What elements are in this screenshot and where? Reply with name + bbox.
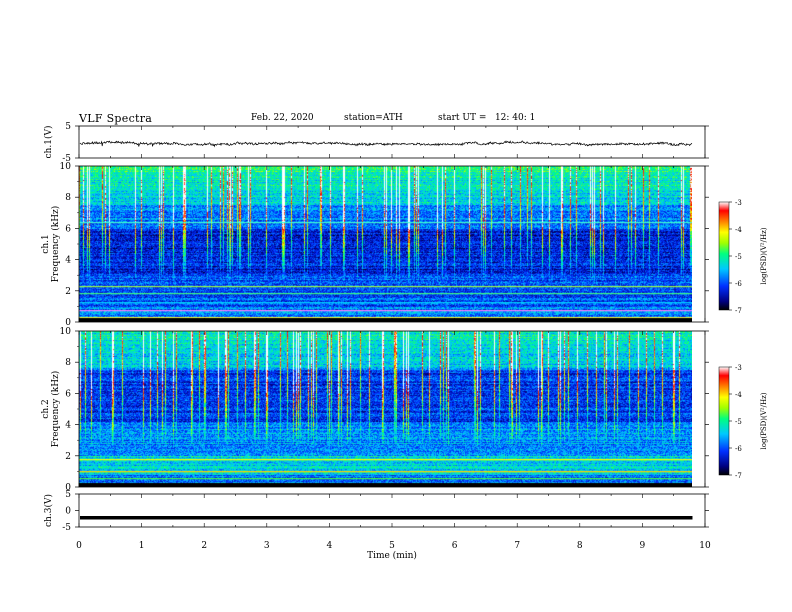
x-tick-label: 9: [640, 541, 646, 551]
y-tick-label-s2: 2: [65, 452, 71, 462]
ylabel-s2: Frequency (kHz): [50, 371, 61, 448]
colorbar-tick-label: -3: [735, 364, 742, 372]
x-tick-label: 0: [76, 541, 82, 551]
y-tick-label-s1: 2: [65, 287, 71, 297]
ch1-waveform-trace: [79, 140, 693, 148]
colorbar-tick-label: -5: [735, 418, 742, 426]
x-tick-label: 5: [389, 541, 395, 551]
channel-label-s1: ch.1: [41, 234, 51, 253]
x-tick-label: 2: [201, 541, 207, 551]
x-tick-label: 7: [514, 541, 520, 551]
x-tick-label: 6: [452, 541, 458, 551]
y-tick-label-s2: 6: [65, 389, 71, 399]
y-tick-label-s1: 0: [65, 318, 71, 328]
x-tick-label: 10: [699, 541, 711, 551]
colorbar-tick-label: -5: [735, 253, 742, 261]
panel-frame-w3: [78, 493, 706, 528]
y-tick-label-w1: 5: [65, 122, 71, 132]
x-tick-label: 4: [327, 541, 333, 551]
panel-frame-w1: [78, 125, 706, 159]
colorbar-tick-label: -4: [735, 226, 742, 234]
y-tick-label-s1: 4: [65, 256, 71, 266]
y-tick-label-s1: 6: [65, 224, 71, 234]
colorbar-tick-label: -3: [735, 199, 742, 207]
y-tick-label-s2: 8: [65, 358, 71, 368]
y-tick-label-s2: 10: [60, 327, 72, 337]
x-axis-label: Time (min): [367, 550, 417, 561]
x-tick-label: 8: [577, 541, 583, 551]
start-ut-label: start UT = 12: 40: 1: [438, 113, 536, 123]
date-label: Feb. 22, 2020: [251, 113, 314, 123]
colorbar-tick-label: -6: [735, 280, 742, 288]
spectrogram-ch1: [79, 166, 692, 322]
colorbar-tick-label: -7: [735, 307, 742, 315]
colorbar-tick-label: -4: [735, 391, 742, 399]
ylabel-w3: ch.3(V): [43, 494, 54, 527]
y-tick-label-w3: 0: [65, 507, 71, 517]
channel-label-s2: ch.2: [41, 399, 51, 418]
y-tick-label-w3: 5: [65, 490, 71, 500]
x-tick-label: 3: [264, 541, 270, 551]
station-label: station=ATH: [344, 113, 403, 123]
colorbar-s2: [718, 366, 730, 476]
colorbar-tick-label: -6: [735, 445, 742, 453]
y-tick-label-s2: 0: [65, 483, 71, 493]
y-tick-label-s1: 10: [60, 162, 72, 172]
figure-title: VLF Spectra: [79, 112, 153, 125]
y-tick-label-s2: 4: [65, 421, 71, 431]
colorbar-tick-label: -7: [735, 472, 742, 480]
spectrogram-ch2: [79, 331, 692, 487]
y-tick-label-w1: -5: [62, 154, 71, 164]
y-tick-label-w3: -5: [62, 523, 71, 533]
colorbar-label-s2: log(PSD)(V²/Hz): [760, 392, 768, 449]
ylabel-s1: Frequency (kHz): [50, 206, 61, 283]
x-tick-label: 1: [139, 541, 145, 551]
ylabel-w1: ch.1(V): [43, 126, 54, 159]
colorbar-s1: [718, 201, 730, 311]
colorbar-label-s1: log(PSD)(V²/Hz): [760, 227, 768, 284]
y-tick-label-s1: 8: [65, 193, 71, 203]
